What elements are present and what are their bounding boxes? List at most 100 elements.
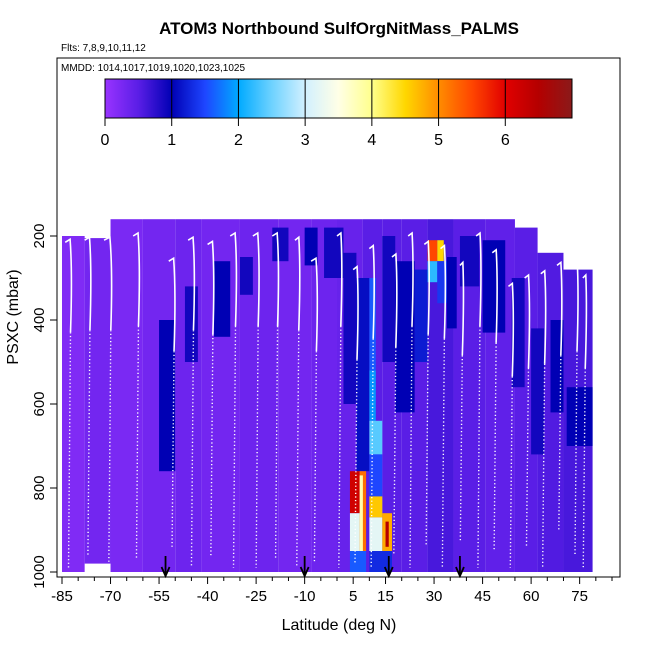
y-tick-label: 800 — [31, 475, 48, 500]
flight-track-ascent — [368, 244, 375, 339]
heat-cell — [359, 475, 363, 551]
heat-cell — [437, 240, 444, 262]
flight-track-ascent — [459, 260, 465, 356]
flight-track-ascent — [168, 256, 176, 352]
flight-track-descent — [232, 325, 237, 568]
arrow-head — [160, 566, 171, 579]
chart-title: ATOM3 Northbound SulfOrgNitMass_PALMS — [159, 19, 519, 38]
heat-cell — [349, 471, 360, 514]
flight-tracks — [64, 231, 588, 568]
x-tick-label: -55 — [148, 588, 170, 605]
colorbar — [104, 78, 573, 119]
x-tick-label: -70 — [100, 588, 122, 605]
flight-track-ascent — [507, 281, 515, 377]
heat-cell — [395, 261, 415, 413]
flight-track-descent — [541, 363, 546, 568]
flight-track-descent — [459, 355, 464, 543]
heat-cell — [239, 257, 253, 295]
flight-track-ascent — [391, 252, 398, 348]
heat-cell — [437, 261, 447, 304]
flight-track-ascent — [187, 235, 196, 331]
colorbar-tick-label: 6 — [501, 132, 510, 149]
flight-track-descent — [441, 338, 446, 568]
flight-track-ascent — [582, 273, 588, 369]
flight-track-ascent — [64, 237, 73, 333]
flight-track-ascent — [271, 231, 280, 327]
flight-track-descent — [171, 351, 175, 547]
y-axis-label: PSXC (mbar) — [5, 269, 22, 364]
heat-cell — [349, 513, 360, 551]
flight-track-descent — [525, 367, 530, 547]
flight-track-ascent — [491, 248, 498, 343]
heat-cell — [62, 236, 85, 572]
x-tick-label: 45 — [474, 588, 491, 605]
dates-label: MMDD: 1014,1017,1019,1020,1023,1025 — [61, 63, 245, 74]
flight-track-ascent — [540, 269, 547, 364]
heat-cell — [324, 227, 344, 278]
flight-track-descent — [393, 346, 397, 556]
heat-cell — [159, 320, 176, 472]
heatmap-cells — [62, 219, 593, 573]
heat-cell — [278, 219, 312, 572]
heat-cell — [427, 240, 438, 262]
heat-cell — [272, 227, 289, 262]
heat-cell — [369, 517, 383, 551]
heat-cell — [175, 219, 202, 572]
flight-track-descent — [210, 334, 214, 556]
heat-cell — [369, 496, 383, 518]
heat-cell — [369, 551, 392, 572]
flight-track-descent — [135, 325, 140, 560]
flight-track-descent — [255, 325, 259, 568]
flight-track-descent — [409, 325, 413, 568]
flight-track-descent — [190, 330, 195, 568]
flight-track-ascent — [310, 256, 319, 352]
flight-track-ascent — [407, 231, 414, 327]
flight-track-ascent — [336, 231, 343, 327]
flight-track-ascent — [524, 273, 531, 369]
heat-cell — [550, 320, 564, 413]
flight-track-descent — [558, 355, 562, 531]
flight-track-ascent — [423, 239, 430, 335]
x-axis: -85 -70 -55 -40 -25 -10 5 15 30 45 60 75 — [51, 577, 613, 605]
x-tick-label: -85 — [51, 588, 73, 605]
x-tick-label: 15 — [377, 588, 394, 605]
heat-cell — [385, 521, 389, 547]
heat-cell — [184, 286, 198, 362]
heat-cell — [343, 252, 357, 404]
latitude-arrows — [160, 556, 465, 579]
flight-track-ascent — [132, 231, 141, 327]
colorbar-tick-label: 4 — [367, 132, 376, 149]
x-tick-label: 75 — [571, 588, 588, 605]
x-axis-label: Latitude (deg N) — [282, 617, 397, 634]
heat-cell — [482, 240, 506, 333]
heat-cell — [414, 269, 428, 362]
x-tick-label: -10 — [294, 588, 316, 605]
colorbar-tick-label: 3 — [301, 132, 310, 149]
flight-track-descent — [582, 367, 586, 568]
flight-track-descent — [425, 334, 429, 547]
heat-cell — [304, 227, 318, 266]
y-tick-label: 1000 — [31, 555, 48, 588]
heat-cell — [110, 219, 143, 572]
x-tick-label: 60 — [523, 588, 540, 605]
flight-track-ascent — [84, 235, 92, 331]
arrow-head — [455, 566, 465, 579]
heat-cell — [369, 278, 376, 371]
flight-track-descent — [87, 330, 91, 556]
flight-track-descent — [477, 325, 481, 568]
y-tick-label: 600 — [31, 391, 48, 416]
heat-cell — [369, 420, 383, 455]
x-tick-label: -40 — [197, 588, 219, 605]
arrow-head — [299, 566, 310, 579]
colorbar-tick-label: 2 — [234, 132, 243, 149]
heat-cell — [531, 328, 545, 455]
heat-cell — [369, 370, 376, 421]
colorbar-tick-label: 0 — [101, 132, 110, 149]
flight-track-descent — [574, 351, 578, 556]
flight-track-descent — [108, 330, 112, 568]
heat-cell — [511, 278, 525, 388]
heat-cell — [214, 261, 231, 337]
heat-cell — [349, 551, 367, 572]
heat-cell — [382, 236, 396, 362]
